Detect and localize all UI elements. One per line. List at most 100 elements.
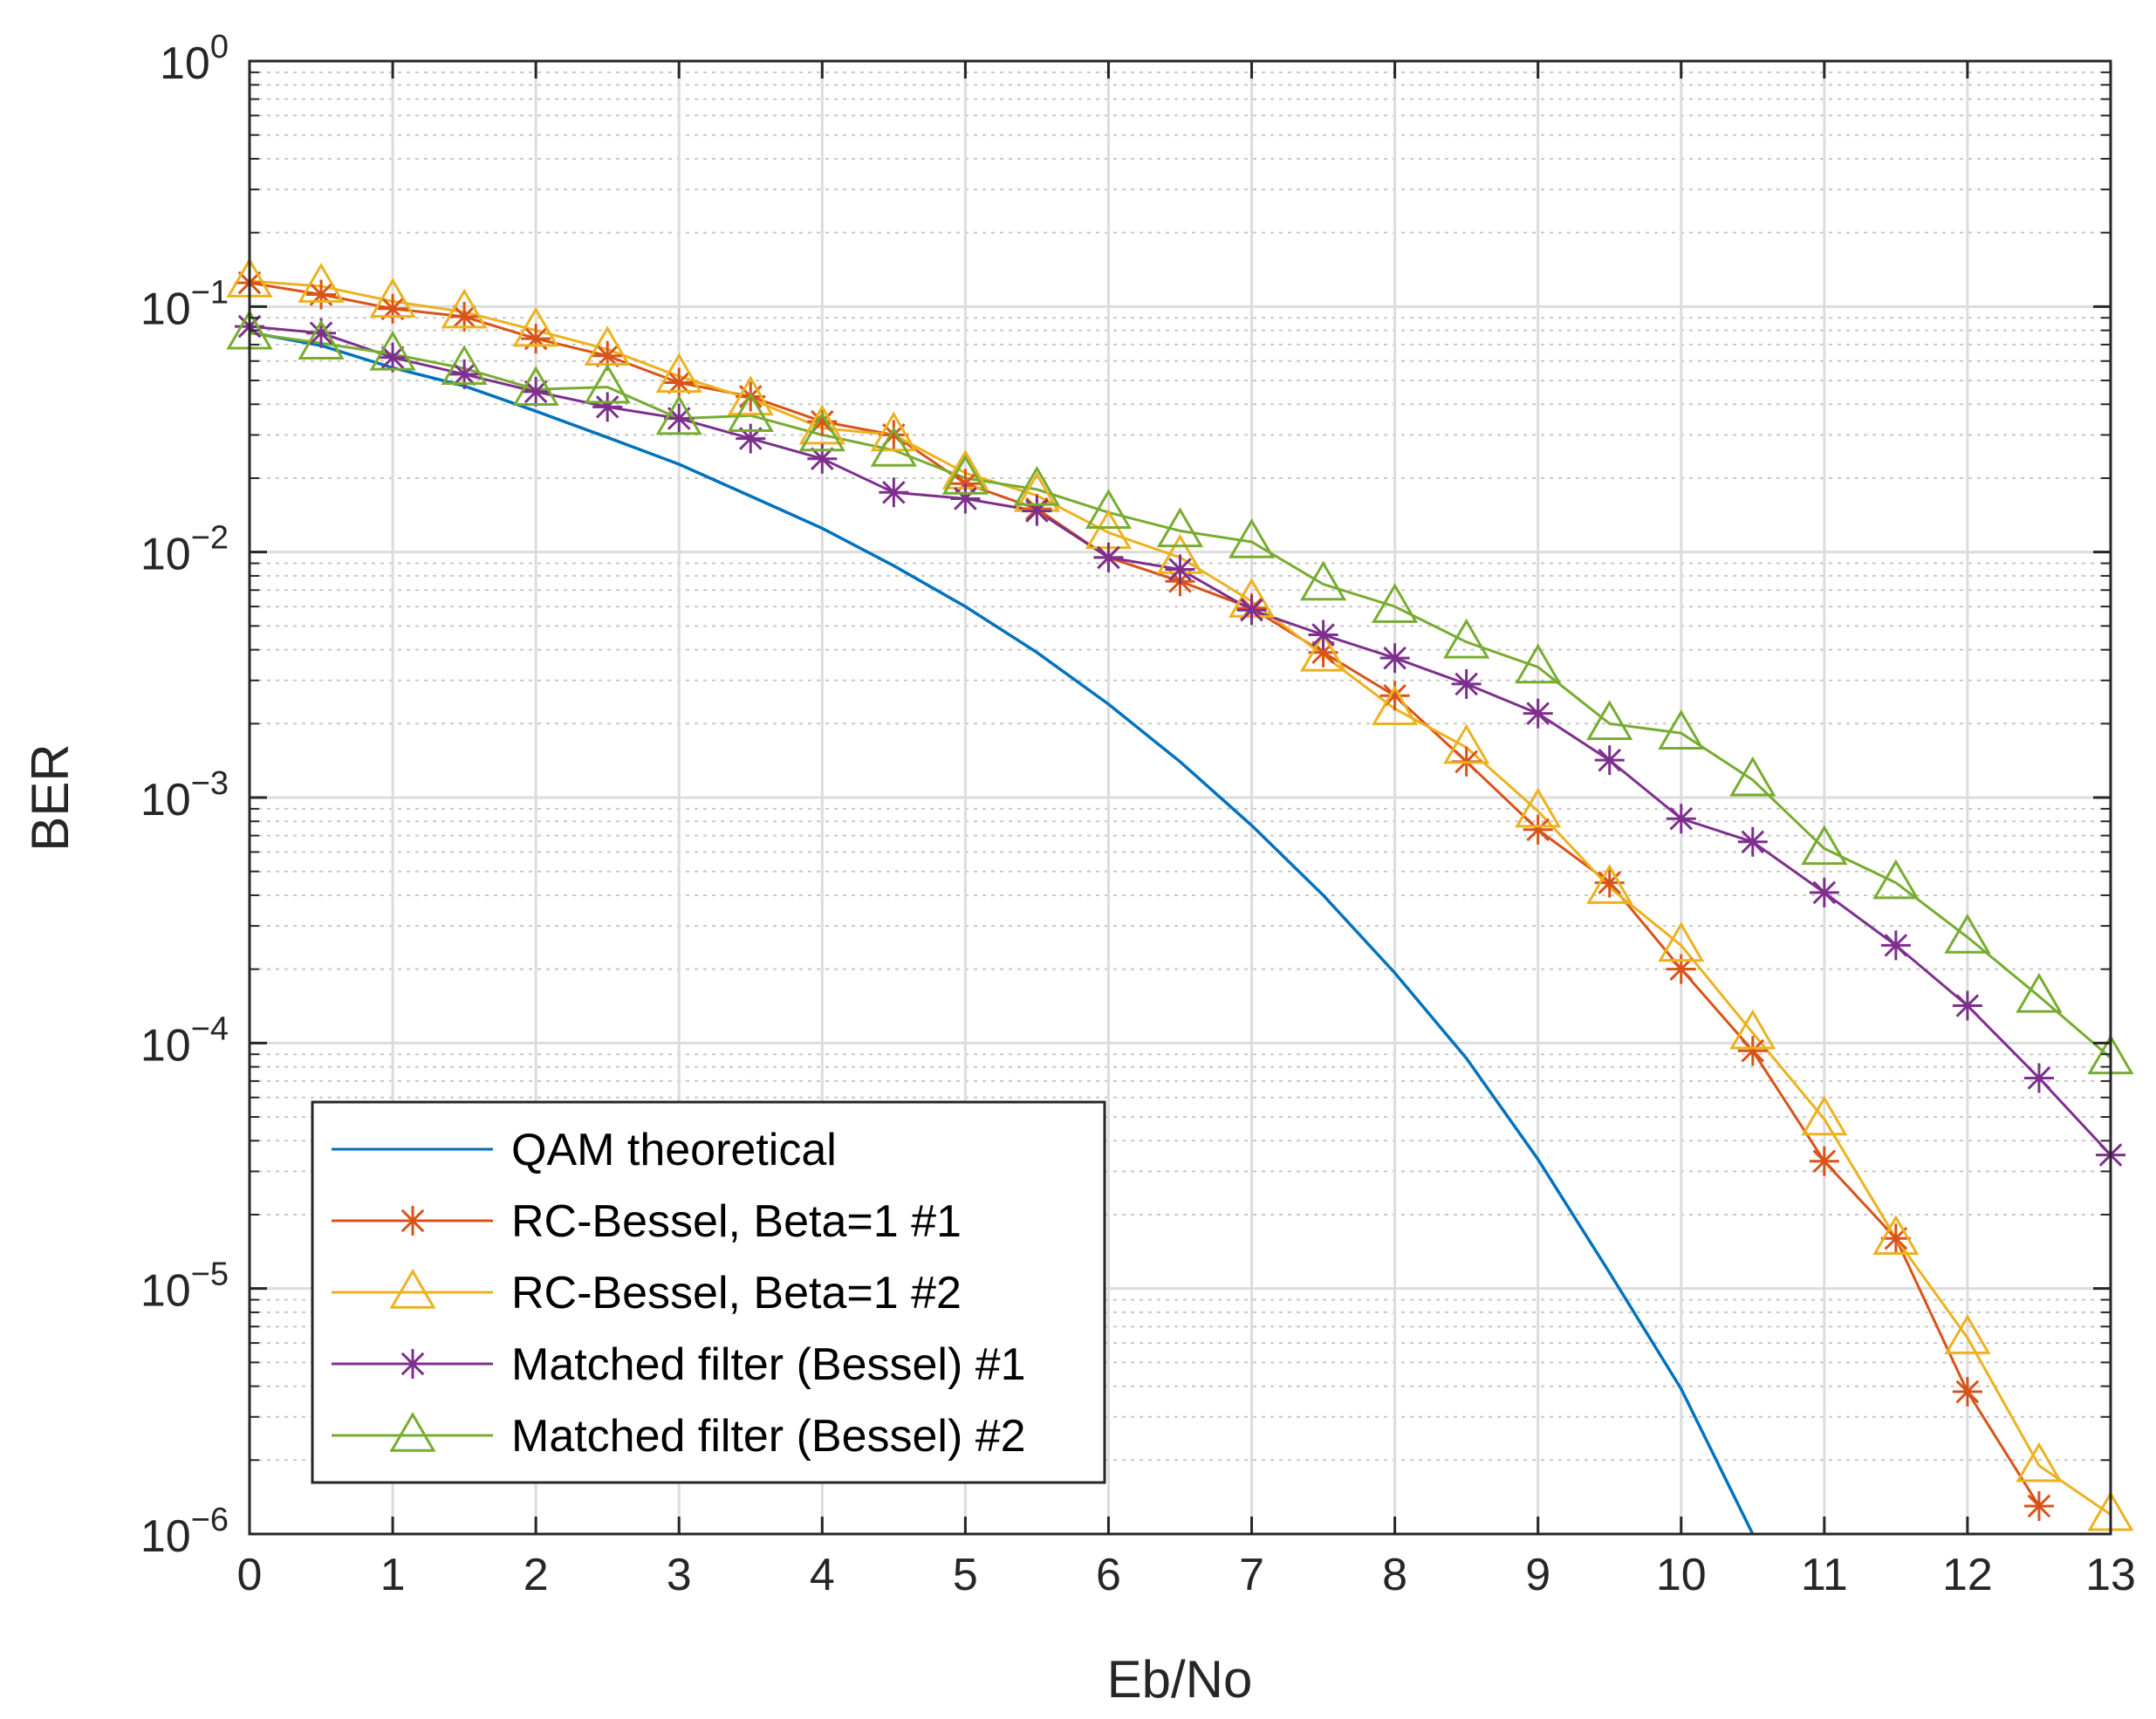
legend-label-4: Matched filter (Bessel) #1: [511, 1339, 1026, 1390]
data-point-series-4: [1952, 990, 1982, 1021]
data-point-series-5: [1372, 583, 1419, 623]
data-point-series-4: [1594, 745, 1625, 776]
data-point-series-2: [1737, 1036, 1768, 1066]
data-point-series-5: [298, 319, 345, 360]
data-point-series-5: [1299, 560, 1347, 601]
data-point-series-5: [655, 394, 702, 435]
data-point-series-4: [879, 477, 909, 508]
y-tick-label: 10−2: [140, 520, 229, 580]
data-point-series-5: [1658, 709, 1705, 750]
y-axis-label: BER: [21, 743, 79, 851]
data-point-series-2: [449, 301, 480, 332]
data-point-series-2: [1952, 1376, 1982, 1407]
data-point-series-4: [1022, 496, 1052, 526]
x-tick-label: 4: [810, 1550, 835, 1600]
x-tick-label: 10: [1656, 1550, 1707, 1600]
y-tick-label: 10−5: [140, 1257, 229, 1317]
data-point-series-3: [1515, 787, 1562, 828]
x-tick-labels: 0 1 2 3 4 5 6 7 8 9 10 11 12 13: [237, 1550, 2136, 1600]
data-point-series-4: [807, 443, 838, 474]
data-point-series-2: [521, 324, 551, 354]
x-tick-label: 7: [1239, 1550, 1264, 1600]
data-point-series-3: [298, 263, 345, 303]
data-point-series-5: [941, 454, 989, 495]
x-tick-label: 13: [2085, 1550, 2136, 1600]
data-point-series-3: [1299, 631, 1347, 672]
x-tick-label: 2: [524, 1550, 549, 1600]
data-point-series-5: [1872, 859, 1920, 900]
x-tick-label: 11: [1801, 1550, 1848, 1600]
legend-label-1: QAM theoretical: [511, 1125, 837, 1175]
data-point-series-2: [879, 420, 909, 450]
data-point-series-3: [369, 277, 416, 318]
x-tick-label: 12: [1942, 1550, 1993, 1600]
data-point-series-2: [1379, 681, 1410, 711]
data-point-series-5: [1586, 700, 1633, 741]
legend-label-2: RC-Bessel, Beta=1 #1: [511, 1196, 962, 1247]
data-point-series-3: [1658, 921, 1705, 962]
y-tick-label: 10−3: [140, 765, 229, 825]
data-point-series-2: [1594, 867, 1625, 898]
legend-marker-4: [398, 1349, 428, 1379]
data-point-series-2: [306, 279, 337, 310]
data-point-series-4: [592, 392, 623, 422]
data-point-series-3: [1872, 1215, 1920, 1256]
data-point-series-5: [1443, 618, 1490, 659]
data-point-series-5: [1085, 489, 1133, 530]
x-tick-label: 5: [953, 1550, 978, 1600]
data-point-series-4: [1809, 877, 1839, 907]
y-tick-label: 100: [160, 29, 229, 89]
data-point-series-4: [736, 423, 766, 454]
marker-layer: [226, 257, 2134, 1531]
y-tick-label: 10−4: [140, 1010, 229, 1071]
x-axis-label: Eb/No: [1107, 1650, 1253, 1709]
data-point-series-2: [592, 340, 623, 371]
data-point-series-3: [798, 404, 845, 445]
data-point-series-3: [1944, 1314, 1991, 1354]
legend-label-3: RC-Bessel, Beta=1 #2: [511, 1268, 962, 1318]
data-point-series-5: [870, 426, 917, 467]
series-line-1: [250, 331, 1755, 1534]
x-tick-label: 9: [1525, 1550, 1550, 1600]
data-point-series-2: [1880, 1223, 1911, 1254]
data-point-series-4: [1379, 643, 1410, 674]
data-point-series-3: [512, 306, 559, 347]
data-point-series-2: [807, 407, 838, 437]
legend-marker-2: [398, 1206, 428, 1236]
data-point-series-5: [2016, 972, 2063, 1013]
data-point-series-4: [664, 403, 695, 434]
data-point-series-3: [870, 411, 917, 452]
data-point-series-5: [727, 392, 774, 432]
data-point-series-4: [1093, 542, 1124, 572]
legend: QAM theoretical RC-Bessel, Beta=1 #1 RC-Be…: [311, 1100, 1106, 1484]
data-point-series-3: [1443, 723, 1490, 764]
data-point-series-2: [950, 469, 981, 499]
axis-ticks: [248, 59, 2112, 1536]
data-point-series-4: [1666, 804, 1696, 834]
data-point-series-4: [1308, 620, 1338, 650]
y-tick-labels: 100 10−1 10−2 10−3 10−4 10−5 10−6: [140, 29, 229, 1562]
data-point-series-5: [441, 345, 488, 385]
x-tick-label: 0: [237, 1550, 263, 1600]
data-point-series-5: [1729, 756, 1776, 797]
data-point-series-4: [950, 483, 981, 514]
data-point-series-3: [1729, 1009, 1776, 1050]
data-point-series-2: [1809, 1146, 1839, 1176]
legend-marker-3: [389, 1269, 436, 1309]
data-point-series-3: [655, 353, 702, 394]
data-point-series-2: [2023, 1490, 2054, 1521]
legend-label-5: Matched filter (Bessel) #2: [511, 1411, 1026, 1462]
data-point-series-4: [1523, 698, 1553, 729]
data-point-series-5: [1944, 913, 1991, 954]
data-point-series-4: [306, 318, 337, 348]
data-point-series-4: [378, 342, 408, 373]
data-point-series-2: [1666, 954, 1696, 984]
data-point-series-2: [1308, 637, 1338, 668]
data-point-series-3: [1586, 864, 1633, 904]
data-point-series-4: [1165, 554, 1195, 585]
data-point-series-4: [1880, 930, 1911, 961]
data-point-series-3: [2016, 1442, 2063, 1483]
data-point-series-5: [512, 366, 559, 406]
data-point-series-2: [378, 293, 408, 324]
